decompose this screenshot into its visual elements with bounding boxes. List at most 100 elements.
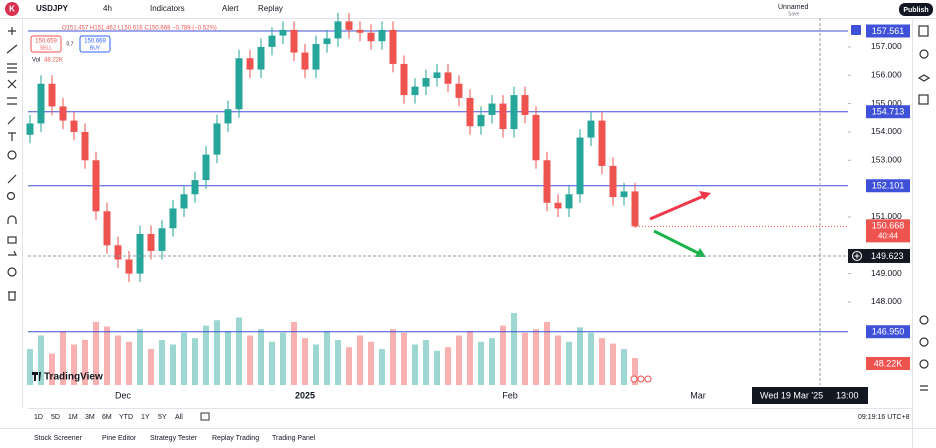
sell-box[interactable] <box>30 35 62 53</box>
candle-body <box>136 233 144 274</box>
magnet-tool[interactable] <box>7 215 17 224</box>
last-price-badge <box>866 219 910 243</box>
ideas-icon[interactable] <box>919 337 929 347</box>
candle-body <box>37 83 45 124</box>
news-icon[interactable] <box>918 94 929 105</box>
candle-body <box>367 32 375 42</box>
emoji-tool[interactable] <box>7 150 17 160</box>
sell-price: 150.659 <box>35 39 57 45</box>
price-tick-label: 155.000 <box>871 98 902 108</box>
candle-body <box>510 95 518 130</box>
symbol[interactable]: USDJPY <box>36 4 69 13</box>
interval[interactable]: 4h <box>103 4 112 13</box>
volume-bar <box>412 344 418 385</box>
candle-body <box>301 52 309 70</box>
chat-icon[interactable] <box>919 359 929 369</box>
crosshair-price: 149.623 <box>871 251 904 261</box>
watchlist-icon[interactable] <box>918 25 929 37</box>
crosshair-time-badge <box>752 387 868 404</box>
volume-bar <box>60 331 66 385</box>
volume-bar <box>82 340 88 385</box>
toolbar-button[interactable]: Replay <box>258 4 283 13</box>
brush-tool[interactable] <box>7 116 16 125</box>
candle-body <box>455 83 463 98</box>
candle-body <box>598 120 606 166</box>
range-button[interactable]: 3M <box>85 414 95 421</box>
volume-bar <box>38 335 44 385</box>
vol-value: 48.22K <box>44 58 63 64</box>
range-button[interactable]: All <box>175 414 183 421</box>
volume-bar <box>148 349 154 385</box>
trend-tool[interactable] <box>6 44 18 54</box>
range-button[interactable]: YTD <box>119 414 133 421</box>
price-tick-label: 149.000 <box>871 268 902 278</box>
level-handle[interactable] <box>851 25 861 36</box>
hide-tool[interactable] <box>8 250 17 256</box>
layers-icon[interactable] <box>917 74 931 82</box>
watch-tool[interactable] <box>7 267 17 277</box>
price-tick-label: 154.000 <box>871 126 902 136</box>
range-button[interactable]: 1D <box>34 414 43 421</box>
publish-button[interactable] <box>899 3 933 16</box>
last-price: 150.668 <box>872 221 905 231</box>
level-label: 157.561 <box>872 26 905 36</box>
alerts-icon[interactable] <box>919 49 929 59</box>
volume-bar <box>313 344 319 385</box>
candle-body <box>59 106 67 121</box>
ruler-tool[interactable] <box>7 174 17 184</box>
down-arrow <box>653 229 701 256</box>
candle-body <box>422 78 430 87</box>
publish-label[interactable]: Publish <box>903 7 928 14</box>
bottom-tab[interactable]: Pine Editor <box>102 435 137 442</box>
candle-body <box>92 160 100 212</box>
price-tick-label: 151.000 <box>871 211 902 221</box>
volume-bar <box>93 322 99 385</box>
crosshair-price-badge <box>848 248 910 263</box>
range-button[interactable]: 1Y <box>141 414 150 421</box>
lock-tool[interactable] <box>7 236 17 244</box>
event-marker[interactable] <box>630 375 638 383</box>
candle-body <box>576 137 584 195</box>
avatar[interactable] <box>5 2 19 16</box>
menu-icon[interactable] <box>920 385 928 391</box>
range-button[interactable]: 5D <box>51 414 60 421</box>
volume-bar <box>181 332 187 385</box>
volume-bar <box>27 349 33 385</box>
bottom-tab[interactable]: Stock Screener <box>34 435 83 442</box>
left-toolbar <box>6 27 18 301</box>
date-range-icon[interactable] <box>200 412 210 421</box>
candle-body <box>103 211 111 246</box>
measure-tool[interactable] <box>7 97 17 105</box>
pattern-tool[interactable] <box>7 79 17 89</box>
toolbar-button[interactable]: Indicators <box>150 4 185 13</box>
candle-body <box>246 58 254 70</box>
volume-bar <box>379 349 385 385</box>
event-marker[interactable] <box>637 375 645 383</box>
fib-tool[interactable] <box>7 63 17 73</box>
range-button[interactable]: 6M <box>102 414 112 421</box>
crosshair-tool[interactable] <box>8 27 16 35</box>
event-marker[interactable] <box>644 375 652 383</box>
crosshair-plus[interactable] <box>852 250 862 261</box>
range-button[interactable]: 1M <box>68 414 78 421</box>
right-sidebar <box>917 25 931 391</box>
range-button[interactable]: 5Y <box>158 414 167 421</box>
zoom-tool[interactable] <box>6 191 16 201</box>
volume-bar <box>302 338 308 385</box>
candle-body <box>609 165 617 198</box>
layout-name[interactable]: Unnamed <box>778 4 808 11</box>
target-icon[interactable] <box>919 315 929 325</box>
bottom-tab[interactable]: Strategy Tester <box>150 435 198 442</box>
text-tool[interactable] <box>8 132 16 141</box>
price-tick-label: 153.000 <box>871 155 902 165</box>
toolbar-button[interactable]: Alert <box>222 4 239 13</box>
bottom-tab[interactable]: Replay Trading <box>212 435 259 442</box>
watermark: TradingView <box>44 372 103 383</box>
buy-box[interactable] <box>79 35 111 53</box>
candle-body <box>158 228 166 251</box>
bottom-tab[interactable]: Trading Panel <box>272 435 316 442</box>
price-tick-label: 157.000 <box>871 41 902 51</box>
trash-tool[interactable] <box>8 291 16 301</box>
candle-body <box>345 21 353 30</box>
